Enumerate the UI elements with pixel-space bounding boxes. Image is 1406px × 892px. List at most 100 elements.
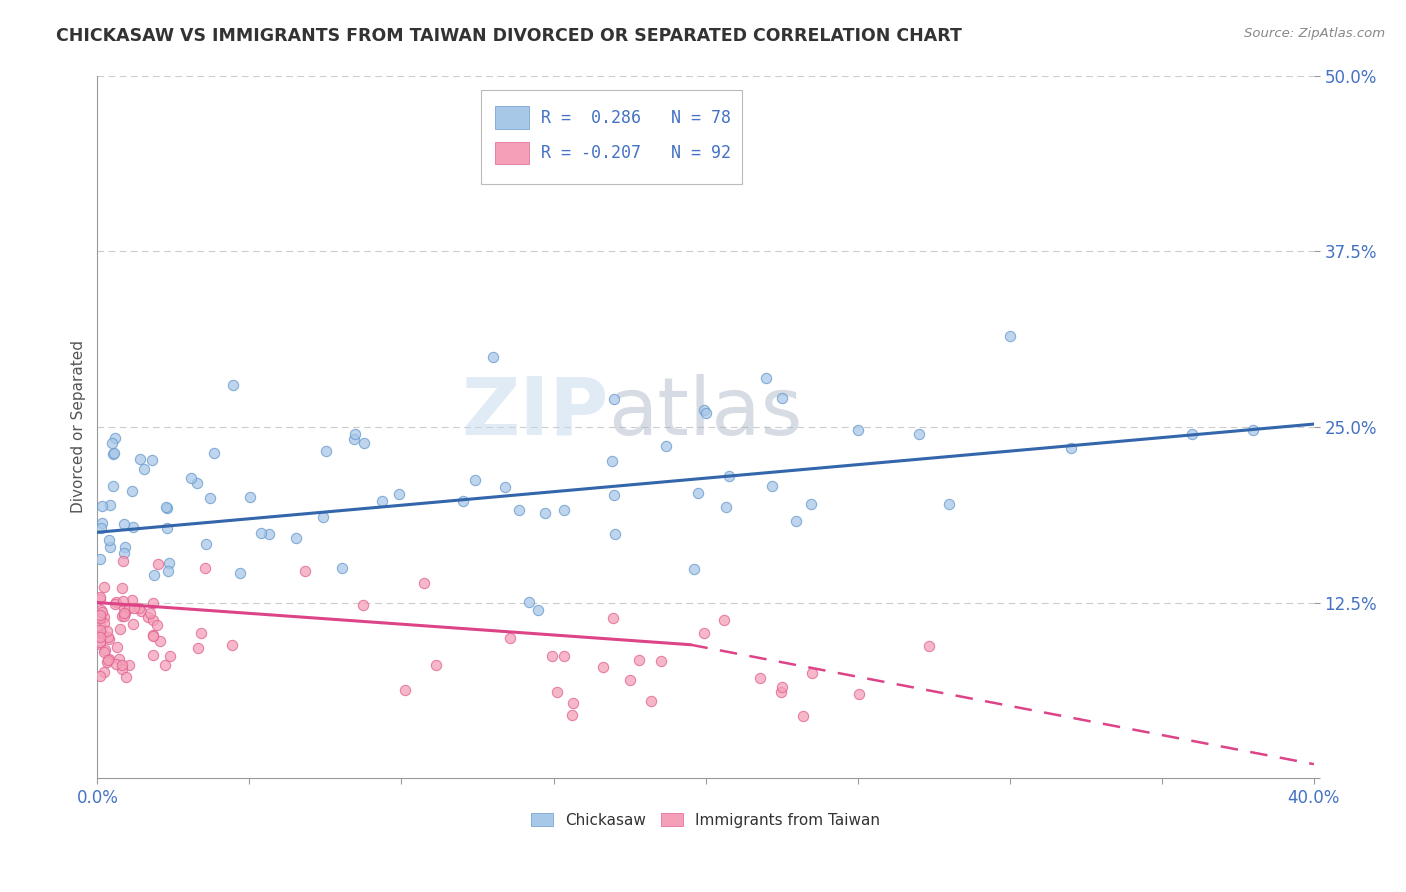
Point: [716, 500, 738, 514]
Point: [89, 634, 111, 648]
Point: [907, 426, 929, 441]
Point: [122, 519, 145, 533]
Point: [98, 498, 121, 512]
Point: [221, 638, 243, 652]
Point: [111, 581, 134, 595]
Point: [770, 685, 793, 699]
Point: [96, 624, 118, 639]
Point: [249, 526, 271, 541]
Point: [388, 487, 411, 501]
Point: [115, 670, 138, 684]
Point: [451, 493, 474, 508]
Point: [605, 527, 627, 541]
Point: [157, 557, 180, 571]
Point: [118, 601, 141, 615]
Point: [96, 630, 118, 644]
Point: [93, 665, 115, 679]
Point: [294, 564, 316, 578]
Point: [713, 613, 735, 627]
Point: [508, 503, 530, 517]
Point: [352, 598, 374, 612]
Point: [553, 503, 575, 517]
Point: [315, 443, 337, 458]
Point: [89, 669, 111, 683]
Point: [89, 552, 111, 566]
Point: [770, 680, 793, 694]
Point: [108, 622, 131, 636]
Point: [534, 506, 557, 520]
Point: [93, 610, 115, 624]
Point: [257, 526, 280, 541]
Point: [312, 510, 335, 524]
Point: [425, 657, 447, 672]
Text: atlas: atlas: [609, 374, 803, 452]
Point: [93, 643, 115, 657]
Point: [129, 452, 152, 467]
Point: [770, 391, 793, 405]
Point: [105, 595, 128, 609]
Point: [149, 634, 172, 648]
Point: [128, 601, 150, 615]
Text: ZIP: ZIP: [461, 374, 609, 452]
Point: [111, 554, 134, 568]
Point: [89, 591, 111, 606]
Point: [718, 468, 741, 483]
FancyBboxPatch shape: [495, 106, 529, 129]
Point: [91, 499, 114, 513]
Point: [998, 328, 1021, 343]
Text: R = -0.207   N = 92: R = -0.207 N = 92: [541, 144, 731, 161]
Point: [344, 427, 367, 442]
Point: [159, 649, 181, 664]
Point: [142, 648, 165, 662]
Point: [89, 637, 111, 651]
Point: [90, 603, 112, 617]
Point: [101, 479, 124, 493]
Point: [91, 626, 114, 640]
Point: [603, 488, 626, 502]
Point: [222, 377, 245, 392]
Point: [198, 491, 221, 505]
Point: [100, 436, 122, 450]
Point: [142, 568, 165, 582]
Point: [655, 439, 678, 453]
Point: [97, 652, 120, 666]
Y-axis label: Divorced or Separated: Divorced or Separated: [72, 341, 86, 514]
Point: [499, 631, 522, 645]
Point: [194, 537, 217, 551]
Point: [118, 657, 141, 672]
Point: [101, 447, 124, 461]
Point: [785, 514, 807, 528]
Point: [111, 663, 134, 677]
Point: [157, 565, 180, 579]
Point: [628, 653, 651, 667]
Point: [602, 611, 624, 625]
Point: [553, 648, 575, 663]
Point: [848, 687, 870, 701]
Point: [90, 605, 112, 619]
Point: [755, 370, 778, 384]
Point: [394, 682, 416, 697]
Point: [91, 628, 114, 642]
Point: [89, 611, 111, 625]
Point: [640, 694, 662, 708]
Point: [517, 595, 540, 609]
Point: [156, 521, 179, 535]
Point: [114, 606, 136, 620]
Point: [122, 616, 145, 631]
Point: [846, 423, 869, 437]
Point: [103, 446, 125, 460]
Point: [138, 610, 160, 624]
Point: [353, 436, 375, 450]
Point: [105, 640, 128, 655]
Legend: Chickasaw, Immigrants from Taiwan: Chickasaw, Immigrants from Taiwan: [526, 806, 886, 834]
Point: [683, 561, 706, 575]
Point: [527, 602, 550, 616]
Point: [139, 606, 162, 620]
Point: [686, 485, 709, 500]
Point: [650, 655, 672, 669]
Point: [648, 145, 671, 160]
Point: [104, 597, 127, 611]
Point: [141, 453, 163, 467]
Point: [142, 613, 165, 627]
Point: [1181, 426, 1204, 441]
